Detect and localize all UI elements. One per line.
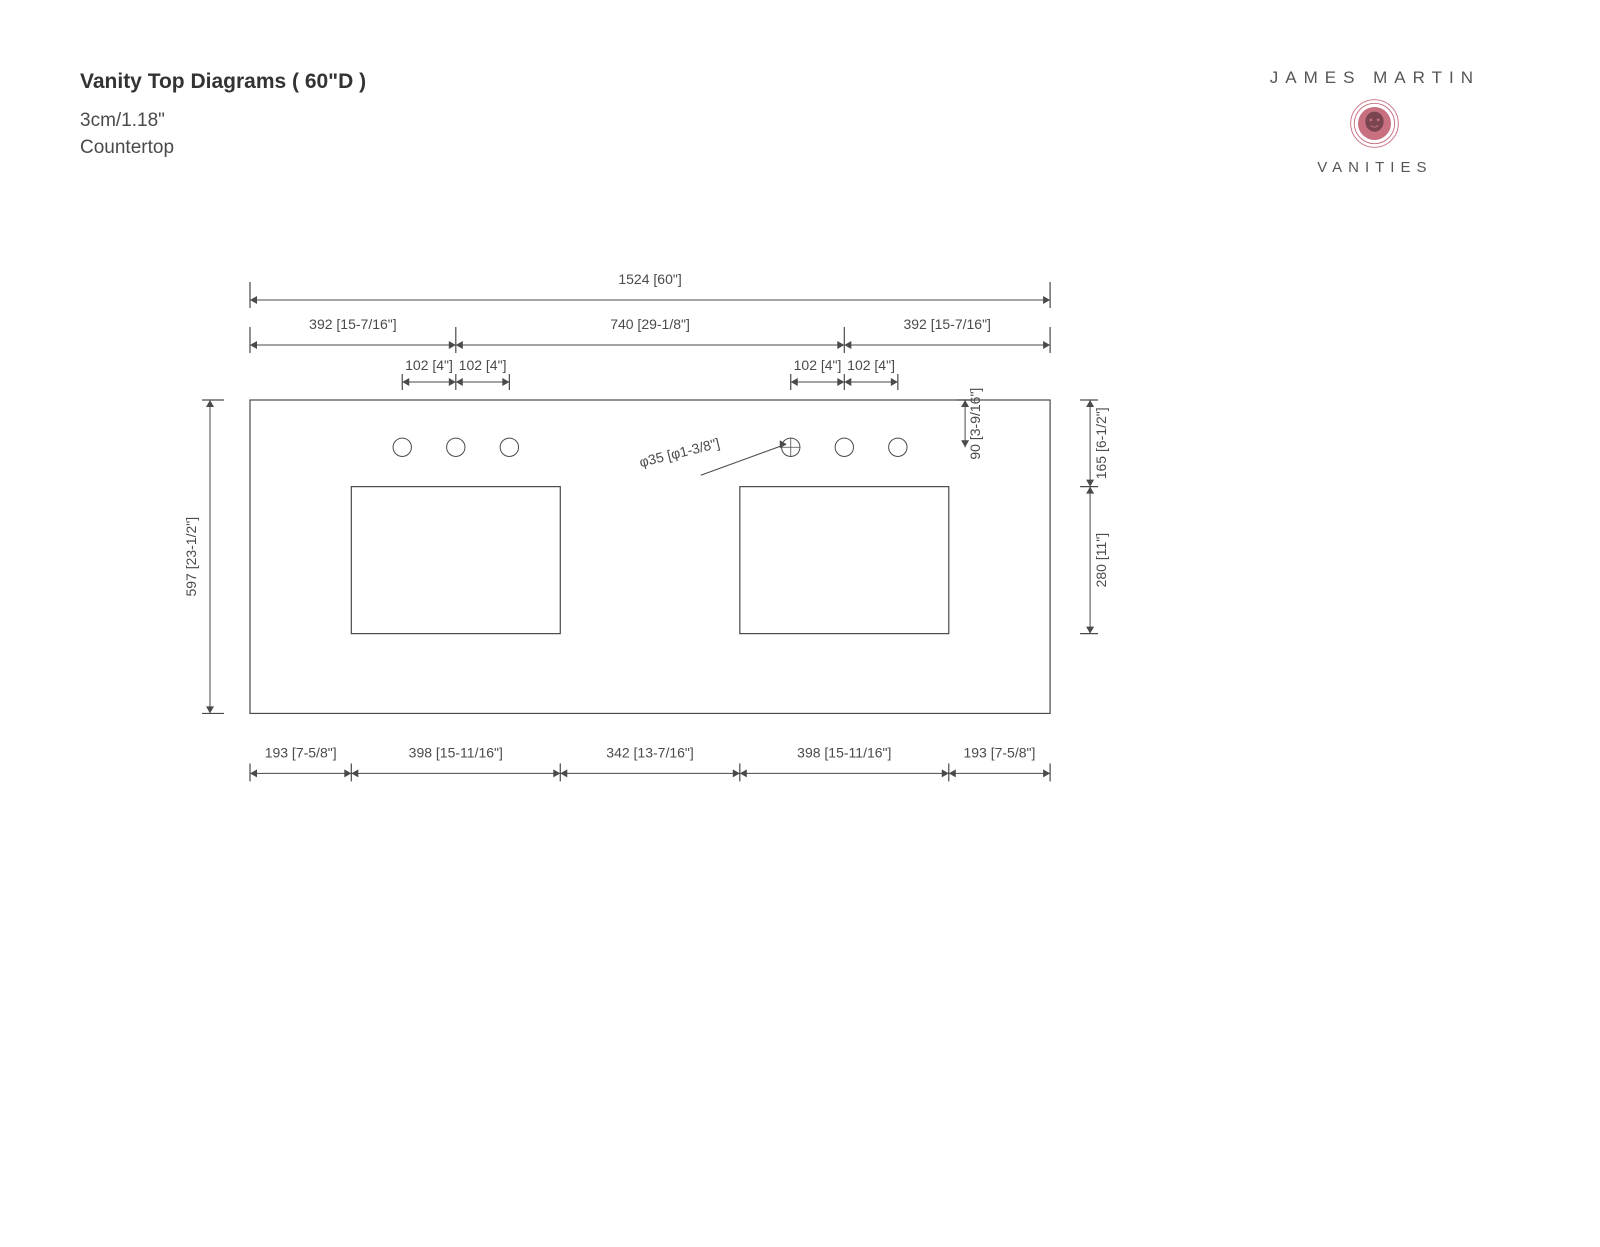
brand-block: JAMES MARTIN VANITIES	[1270, 68, 1480, 176]
brand-sub: VANITIES	[1270, 159, 1480, 176]
svg-text:342 [13-7/16"]: 342 [13-7/16"]	[606, 744, 693, 760]
page-title: Vanity Top Diagrams ( 60"D )	[80, 70, 366, 94]
svg-text:1524 [60"]: 1524 [60"]	[618, 271, 681, 287]
thickness-line: 3cm/1.18"	[80, 108, 366, 135]
svg-text:193 [7-5/8"]: 193 [7-5/8"]	[265, 744, 337, 760]
brand-name: JAMES MARTIN	[1270, 68, 1480, 88]
svg-text:90 [3-9/16"]: 90 [3-9/16"]	[967, 388, 983, 460]
diagram-svg: φ35 [φ1-3/8"] 1524 [60"] 392 [15-7/16"] 740…	[190, 270, 1230, 850]
svg-text:165 [6-1/2"]: 165 [6-1/2"]	[1093, 407, 1109, 479]
svg-text:398 [15-11/16"]: 398 [15-11/16"]	[797, 744, 891, 760]
countertop-line: Countertop	[80, 135, 366, 162]
svg-text:102 [4"]: 102 [4"]	[459, 357, 507, 373]
svg-text:193 [7-5/8"]: 193 [7-5/8"]	[963, 744, 1035, 760]
svg-text:392 [15-7/16"]: 392 [15-7/16"]	[309, 316, 396, 332]
svg-text:280 [11"]: 280 [11"]	[1093, 533, 1109, 588]
svg-text:102 [4"]: 102 [4"]	[794, 357, 842, 373]
svg-text:398 [15-11/16"]: 398 [15-11/16"]	[409, 744, 503, 760]
lion-logo-icon	[1347, 96, 1402, 151]
brand-logo	[1347, 96, 1402, 151]
svg-text:102 [4"]: 102 [4"]	[847, 357, 895, 373]
svg-text:φ35 [φ1-3/8"]: φ35 [φ1-3/8"]	[638, 435, 722, 470]
svg-text:102 [4"]: 102 [4"]	[405, 357, 453, 373]
svg-text:392 [15-7/16"]: 392 [15-7/16"]	[903, 316, 990, 332]
svg-text:597 [23-1/2"]: 597 [23-1/2"]	[183, 517, 199, 597]
vanity-diagram: φ35 [φ1-3/8"] 1524 [60"] 392 [15-7/16"] 740…	[190, 270, 1230, 850]
svg-text:740 [29-1/8"]: 740 [29-1/8"]	[610, 316, 690, 332]
header-block: Vanity Top Diagrams ( 60"D ) 3cm/1.18" C…	[80, 70, 366, 161]
